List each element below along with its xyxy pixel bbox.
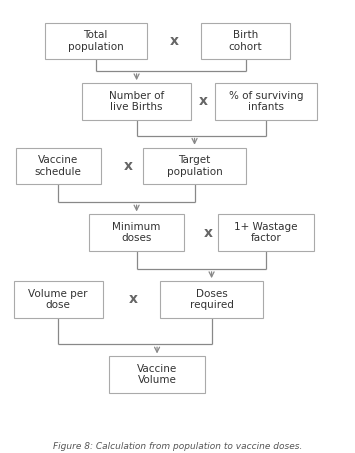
Text: Figure 8: Calculation from population to vaccine doses.: Figure 8: Calculation from population to… (53, 442, 302, 451)
Text: x: x (198, 94, 208, 108)
FancyBboxPatch shape (218, 214, 314, 251)
Text: x: x (129, 292, 138, 306)
FancyBboxPatch shape (109, 357, 205, 393)
Text: x: x (204, 226, 213, 240)
Text: Doses
required: Doses required (190, 289, 234, 310)
FancyBboxPatch shape (215, 83, 317, 120)
Text: Target
population: Target population (166, 155, 223, 177)
Text: Volume per
dose: Volume per dose (28, 289, 88, 310)
FancyBboxPatch shape (143, 148, 246, 184)
Text: Number of
live Births: Number of live Births (109, 91, 164, 112)
Text: x: x (124, 159, 132, 173)
Text: Vaccine
schedule: Vaccine schedule (35, 155, 82, 177)
FancyBboxPatch shape (45, 23, 147, 59)
Text: Total
population: Total population (68, 30, 124, 52)
FancyBboxPatch shape (14, 281, 103, 318)
FancyBboxPatch shape (201, 23, 290, 59)
Text: Minimum
doses: Minimum doses (113, 222, 161, 243)
Text: Vaccine
Volume: Vaccine Volume (137, 364, 177, 386)
FancyBboxPatch shape (16, 148, 101, 184)
Text: % of surviving
infants: % of surviving infants (229, 91, 304, 112)
FancyBboxPatch shape (160, 281, 263, 318)
Text: 1+ Wastage
factor: 1+ Wastage factor (234, 222, 298, 243)
Text: Birth
cohort: Birth cohort (229, 30, 262, 52)
FancyBboxPatch shape (82, 83, 191, 120)
Text: x: x (170, 34, 179, 48)
FancyBboxPatch shape (89, 214, 184, 251)
